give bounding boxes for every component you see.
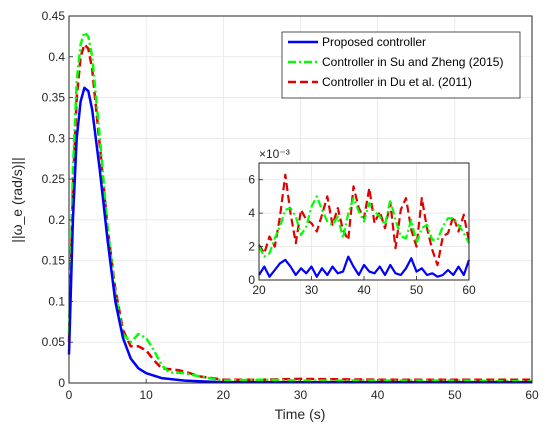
inset-ticks: 20 30 40 50 60 0 2 4 6 xyxy=(248,173,476,297)
inset-y-multiplier: ×10⁻³ xyxy=(259,147,290,161)
series-line-0 xyxy=(67,86,532,384)
y-axis-label: ||ω_e (rad/s)|| xyxy=(9,157,25,242)
legend: Proposed controller Controller in Su and… xyxy=(281,31,521,99)
y-tick-label: 0.25 xyxy=(42,172,66,186)
series-line-0 xyxy=(258,255,471,278)
y-tick-label: 0.3 xyxy=(48,131,65,145)
series-line-1 xyxy=(67,31,533,383)
x-tick-label: 40 xyxy=(357,283,371,297)
y-tick-label: 0.45 xyxy=(42,9,66,23)
x-tick-label: 20 xyxy=(252,283,266,297)
inset-chart: 20 30 40 50 60 0 2 4 6 ×10⁻³ xyxy=(248,147,476,297)
x-tick-label: 60 xyxy=(525,388,539,402)
x-tick-label: 30 xyxy=(294,388,308,402)
legend-label-su-zheng: Controller in Su and Zheng (2015) xyxy=(322,55,503,69)
x-tick-label: 10 xyxy=(139,388,153,402)
y-tick-label: 2 xyxy=(248,240,255,254)
y-tick-label: 4 xyxy=(248,206,255,220)
legend-box xyxy=(281,31,521,99)
y-tick-label: 0.2 xyxy=(48,213,65,227)
x-tick-label: 0 xyxy=(66,388,73,402)
y-tick-label: 0.4 xyxy=(48,50,65,64)
main-ticks: 0 10 20 30 40 50 6000.050.10.150.20.250.30.350… xyxy=(42,9,539,402)
x-tick-label: 50 xyxy=(410,283,424,297)
series-line-1 xyxy=(258,195,470,258)
y-tick-label: 0.05 xyxy=(42,335,66,349)
x-tick-label: 50 xyxy=(448,388,462,402)
y-tick-label: 0 xyxy=(58,376,65,390)
y-tick-label: 6 xyxy=(248,173,255,187)
x-tick-label: 60 xyxy=(462,283,476,297)
series-line-2 xyxy=(67,43,532,381)
inset-series xyxy=(258,173,471,278)
x-axis-label: Time (s) xyxy=(275,406,326,422)
x-tick-label: 20 xyxy=(217,388,231,402)
y-tick-label: 0.15 xyxy=(42,254,66,268)
legend-label-du: Controller in Du et al. (2011) xyxy=(322,75,472,89)
x-tick-label: 30 xyxy=(305,283,319,297)
y-tick-label: 0.1 xyxy=(48,294,65,308)
x-tick-label: 40 xyxy=(371,388,385,402)
legend-label-proposed: Proposed controller xyxy=(322,35,426,49)
main-series xyxy=(67,31,533,384)
y-tick-label: 0.35 xyxy=(42,91,66,105)
y-tick-label: 0 xyxy=(248,273,255,287)
